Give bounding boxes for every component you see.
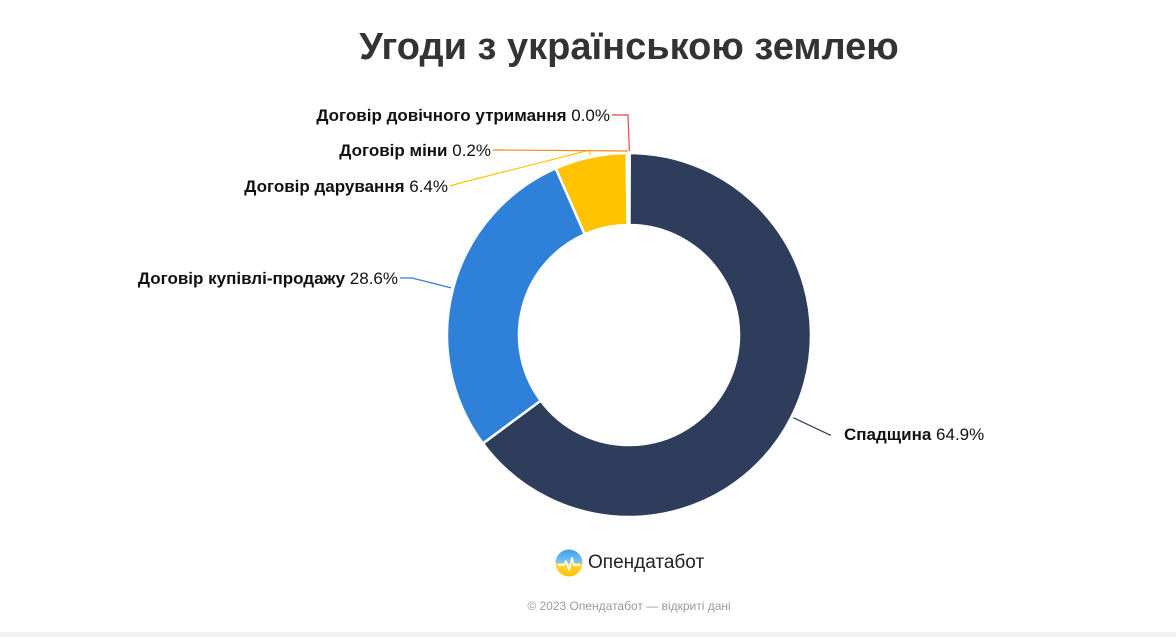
chart-title: Угоди з українською землею xyxy=(359,26,899,68)
donut-slice xyxy=(481,151,813,519)
slice-label-name: Договір міни xyxy=(339,141,447,160)
slice-label-value: 0.0% xyxy=(567,106,610,125)
donut-slice xyxy=(445,166,587,446)
slice-label-value: 6.4% xyxy=(405,177,448,196)
leader-line xyxy=(493,149,628,152)
opendatabot-logo-icon xyxy=(555,549,583,577)
slice-label: Договір довічного утримання 0.0% xyxy=(316,106,610,125)
brand-name: Опендатабот xyxy=(588,552,705,573)
leader-line xyxy=(793,417,831,436)
slice-label-name: Договір довічного утримання xyxy=(316,106,566,125)
donut-slices xyxy=(445,151,813,519)
slice-label: Спадщина 64.9% xyxy=(844,425,984,444)
slice-label: Договір купівлі-продажу 28.6% xyxy=(138,269,398,288)
brand-logo: Опендатабот xyxy=(555,548,704,578)
slice-label: Договір дарування 6.4% xyxy=(244,177,448,196)
leader-line xyxy=(449,149,591,187)
donut-labels: Спадщина 64.9% Договір купівлі-продажу 28… xyxy=(138,106,984,444)
slice-label-value: 0.2% xyxy=(448,141,491,160)
slice-label-value: 64.9% xyxy=(931,425,984,444)
slice-label-name: Спадщина xyxy=(844,425,932,444)
slice-label: Договір міни 0.2% xyxy=(339,141,491,160)
slice-label-value: 28.6% xyxy=(345,269,398,288)
donut-slice xyxy=(627,151,631,227)
slice-label-name: Договір купівлі-продажу xyxy=(138,269,346,288)
slice-label-name: Договір дарування xyxy=(244,177,404,196)
leader-line xyxy=(400,277,452,289)
copyright-text: © 2023 Опендатабот — відкриті дані xyxy=(527,599,731,613)
leader-line xyxy=(612,114,630,152)
bottom-divider xyxy=(0,632,1176,637)
